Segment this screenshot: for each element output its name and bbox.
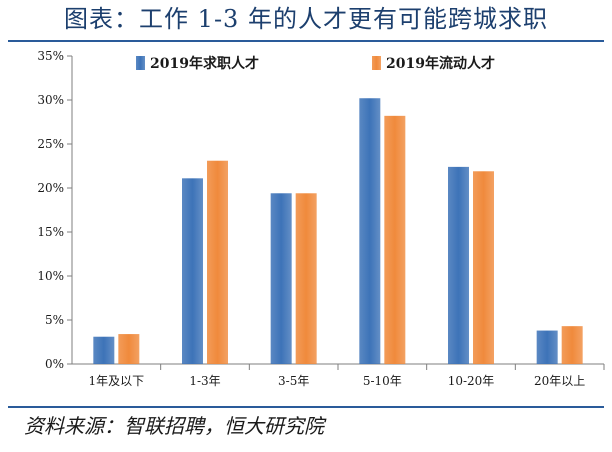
x-tick-label: 1年及以下 xyxy=(89,374,145,388)
legend-label: 2019年流动人才 xyxy=(386,55,495,72)
x-tick-label: 10-20年 xyxy=(448,374,495,388)
y-tick-label: 10% xyxy=(37,269,64,283)
bar-series2 xyxy=(473,171,494,364)
title-divider xyxy=(8,40,604,42)
y-tick-label: 15% xyxy=(37,225,64,239)
legend-swatch xyxy=(136,56,145,70)
source-note: 资料来源：智联招聘，恒大研究院 xyxy=(24,414,324,438)
bar-series2 xyxy=(118,334,140,364)
y-tick-label: 5% xyxy=(45,313,64,327)
legend-label: 2019年求职人才 xyxy=(150,55,259,72)
x-tick-label: 5-10年 xyxy=(363,374,402,388)
bar-chart: 0% 5% 10% 15% 20% 25% 30% 35% 1年及以下 1-3年 3-5年 5-10年… xyxy=(37,49,605,388)
legend-swatch xyxy=(372,56,381,70)
bar-series2 xyxy=(384,115,406,364)
bar-series1 xyxy=(270,193,292,364)
y-tick-label: 35% xyxy=(37,49,64,63)
source-divider xyxy=(8,406,604,408)
x-tick-label: 1-3年 xyxy=(189,374,220,388)
x-tick-label: 3-5年 xyxy=(278,374,309,388)
y-tick-label: 30% xyxy=(37,93,64,107)
chart-title: 图表：工作 1-3 年的人才更有可能跨城求职 xyxy=(64,5,548,33)
y-tick-label: 25% xyxy=(37,137,64,151)
bar-series1 xyxy=(182,178,203,364)
x-tick-label: 20年以上 xyxy=(534,374,585,388)
chart-area: 0% 5% 10% 15% 20% 25% 30% 35% 1年及以下 1-3年 3-5年 5-10年… xyxy=(0,42,612,406)
bar-series2 xyxy=(207,160,228,364)
bar-series2 xyxy=(295,193,317,364)
bar-series2 xyxy=(561,326,583,364)
y-tick-label: 0% xyxy=(45,357,64,371)
bar-series1 xyxy=(536,330,558,364)
bar-series1 xyxy=(359,98,381,365)
bar-series1 xyxy=(93,336,115,364)
bar-series1 xyxy=(448,166,469,364)
y-tick-label: 20% xyxy=(37,181,64,195)
